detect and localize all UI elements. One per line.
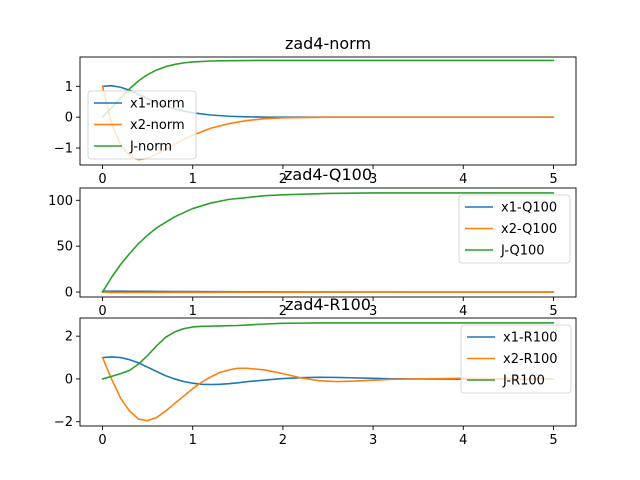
x-tick-label: 0 — [98, 304, 106, 319]
subplot-title: zad4-norm — [285, 34, 371, 53]
legend-entry-J-Q100: J-Q100 — [500, 244, 545, 259]
x-tick-label: 2 — [279, 304, 287, 319]
x-tick-label: 1 — [189, 172, 197, 187]
axes-frame — [79, 317, 577, 427]
axes-frame — [79, 56, 577, 166]
x-tick-label: 0 — [98, 433, 106, 448]
legend-box — [458, 194, 571, 264]
y-tick-label: −2 — [54, 415, 73, 430]
legend-entry-J-R100: J-R100 — [502, 374, 545, 389]
subplot-zad4-norm: 0 1 2 3 4 5 −1 0 1 x1-norm x2-norm J-norm zad4-norm — [54, 34, 577, 187]
legend-entry-x2-Q100: x2-Q100 — [501, 222, 557, 237]
y-tick-label: 50 — [56, 240, 73, 255]
y-tick-label: 100 — [48, 194, 73, 209]
legend-entry-x1-norm: x1-norm — [130, 97, 185, 112]
x-tick-label: 2 — [279, 172, 287, 187]
x-tick-label: 4 — [459, 433, 467, 448]
series-line-x2-R100 — [101, 356, 555, 422]
y-tick-label: −1 — [54, 142, 73, 157]
x-tick-label: 4 — [459, 304, 467, 319]
legend-entry-x1-Q100: x1-Q100 — [501, 201, 557, 216]
y-tick-label: 2 — [65, 330, 73, 345]
y-tick-label: 0 — [65, 372, 73, 387]
axes-frame — [79, 187, 577, 298]
y-tick-label: 0 — [65, 286, 73, 301]
x-tick-label: 4 — [459, 172, 467, 187]
series-line-J-norm — [101, 59, 555, 118]
x-tick-label: 3 — [369, 172, 377, 187]
x-tick-label: 1 — [189, 433, 197, 448]
x-tick-label: 5 — [549, 172, 557, 187]
y-tick-label: 1 — [65, 80, 73, 95]
legend-box — [460, 324, 572, 394]
subplot-zad4-r100: 0 1 2 3 4 5 −2 0 2 x1-R100 x2-R100 J-R100 zad4-R100 — [54, 295, 577, 448]
series-line-J-R100 — [101, 322, 555, 380]
x-tick-label: 5 — [549, 304, 557, 319]
legend-entry-J-norm: J-norm — [129, 140, 172, 155]
subplot-title: zad4-R100 — [285, 295, 371, 314]
x-tick-label: 3 — [369, 433, 377, 448]
x-tick-label: 0 — [98, 172, 106, 187]
x-tick-label: 2 — [279, 433, 287, 448]
y-tick-label: 0 — [65, 111, 73, 126]
legend-entry-x1-R100: x1-R100 — [503, 331, 558, 346]
legend-entry-x2-R100: x2-R100 — [503, 352, 558, 367]
series-line-x1-R100 — [101, 356, 555, 386]
subplot-title: zad4-Q100 — [284, 165, 372, 184]
x-tick-label: 3 — [369, 304, 377, 319]
x-tick-label: 1 — [189, 304, 197, 319]
series-line-J-Q100 — [101, 192, 555, 293]
legend-entry-x2-norm: x2-norm — [130, 118, 185, 133]
legend-box — [87, 90, 197, 160]
x-tick-label: 5 — [549, 433, 557, 448]
